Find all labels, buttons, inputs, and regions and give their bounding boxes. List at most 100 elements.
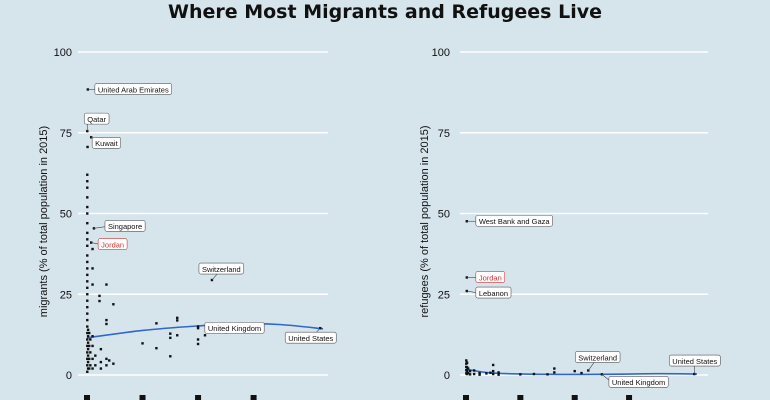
data-point: [112, 303, 115, 306]
data-point: [468, 373, 472, 376]
data-point: [86, 293, 89, 296]
point-label-text: Switzerland: [578, 353, 617, 362]
label-box: [198, 262, 245, 275]
data-point: [196, 325, 200, 328]
data-point: [105, 357, 108, 361]
data-point: [86, 205, 89, 209]
data-point: [587, 369, 590, 372]
data-point: [86, 244, 89, 247]
data-point: [91, 247, 94, 251]
data-point: [478, 371, 481, 375]
data-point: [88, 344, 91, 348]
data-point: [519, 373, 522, 376]
data-point: [88, 367, 91, 370]
y-tick-label-75: 75: [60, 128, 72, 140]
data-point: [86, 145, 89, 149]
data-point: [491, 369, 495, 373]
point-label-jordan: Jordan: [466, 271, 506, 283]
point-label-text: United Kingdom: [612, 378, 665, 387]
point-label-text: Qatar: [87, 115, 106, 124]
data-point: [468, 369, 472, 373]
point-label-text: United Arab Emirates: [98, 85, 169, 94]
data-point: [176, 319, 179, 322]
point-label-text: Jordan: [479, 273, 502, 282]
data-point: [86, 221, 89, 225]
panel-2: 0 25 50 75 100 refugees (% of total populatio…: [419, 47, 721, 400]
data-point: [88, 331, 91, 335]
data-point: [465, 359, 468, 362]
point-label-united-states: United States: [668, 354, 721, 375]
point-label-singapore: Singapore: [93, 220, 146, 232]
data-point: [86, 347, 90, 351]
data-point: [86, 280, 89, 283]
y-tick-label-50: 50: [438, 209, 450, 221]
label-box: [97, 238, 128, 250]
data-point: [86, 318, 89, 322]
data-point: [196, 326, 200, 330]
data-point: [86, 344, 89, 348]
point-label-text: Kuwait: [95, 139, 118, 148]
data-point: [86, 231, 89, 235]
label-box: [91, 136, 121, 149]
data-point: [196, 342, 200, 346]
data-point: [86, 286, 89, 289]
data-point: [489, 371, 492, 374]
point-label-kuwait: Kuwait: [90, 136, 121, 149]
data-point: [86, 360, 90, 364]
point-label-text: Singapore: [108, 222, 142, 231]
data-point: [203, 334, 207, 337]
data-point: [88, 357, 91, 361]
data-point: [86, 338, 89, 341]
point-label-text: United States: [288, 334, 333, 343]
data-point: [169, 355, 172, 358]
data-point: [89, 338, 92, 341]
point-label-jordan: Jordan: [91, 238, 128, 250]
data-point: [91, 267, 94, 270]
data-point: [86, 260, 89, 264]
data-point: [491, 372, 495, 376]
data-point: [86, 267, 89, 270]
data-point: [86, 180, 89, 183]
data-point: [86, 299, 89, 302]
y-axis-label: migrants (% of total population in 2015): [38, 126, 50, 317]
data-point: [580, 371, 583, 375]
data-point: [99, 347, 103, 351]
data-point: [196, 338, 200, 341]
data-point: [86, 354, 90, 357]
data-point: [99, 360, 103, 364]
data-point: [465, 361, 469, 364]
label-box: [284, 331, 337, 344]
y-tick-label-100: 100: [432, 47, 450, 59]
data-point: [465, 369, 469, 373]
data-point: [105, 283, 108, 286]
data-point: [86, 325, 89, 328]
point-label-lebanon: Lebanon: [466, 286, 512, 299]
data-point: [105, 318, 108, 322]
data-point: [91, 335, 94, 338]
x-tick-mark: [139, 395, 146, 400]
data-point: [86, 305, 89, 309]
data-point: [86, 254, 89, 257]
x-tick-mark: [517, 395, 524, 400]
data-point: [86, 370, 89, 373]
x-tick-mark: [463, 395, 469, 400]
data-point: [105, 322, 108, 326]
data-point: [86, 238, 89, 241]
data-point: [86, 328, 90, 331]
x-tick-mark: [571, 395, 578, 400]
data-point: [155, 346, 158, 350]
data-point: [98, 299, 101, 303]
data-point: [319, 326, 322, 330]
data-point: [553, 367, 556, 370]
label-box: [475, 286, 512, 299]
x-tick-mark: [195, 395, 202, 400]
data-point: [155, 322, 158, 325]
data-point: [89, 351, 92, 354]
point-label-united-kingdom: United Kingdom: [204, 322, 265, 334]
label-box: [204, 322, 265, 334]
point-label-united-kingdom: United Kingdom: [601, 374, 669, 388]
x-tick-mark: [84, 395, 90, 400]
label-box: [574, 351, 621, 363]
